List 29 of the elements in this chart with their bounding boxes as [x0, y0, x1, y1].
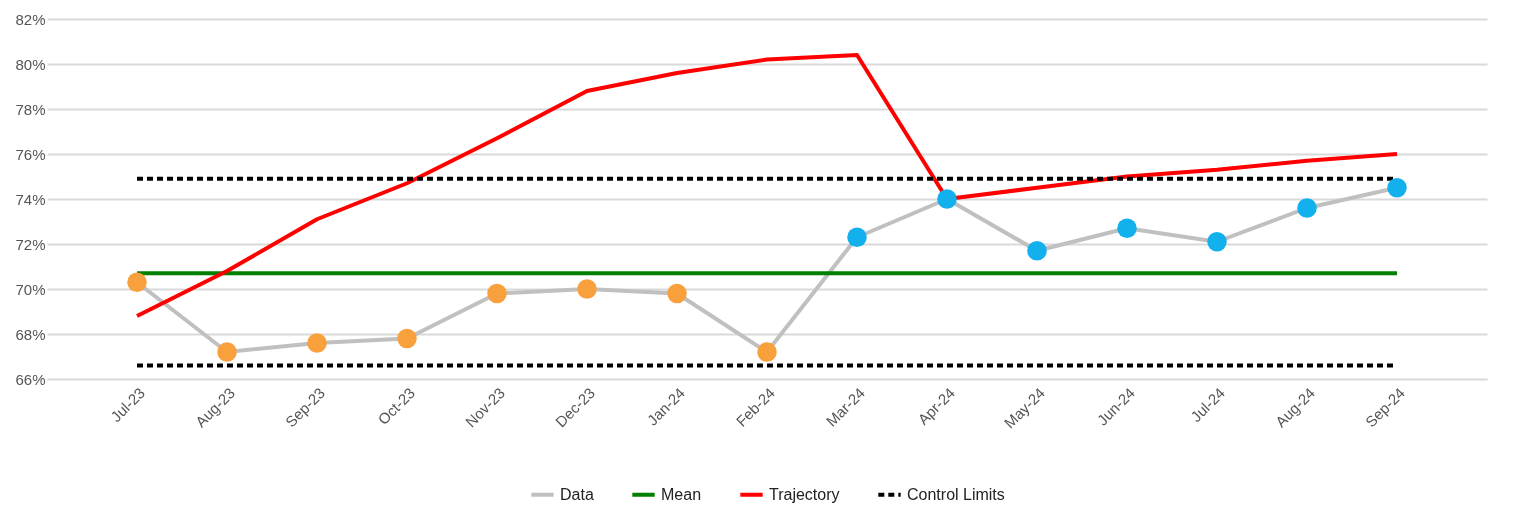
y-tick-label: 80% — [15, 55, 46, 73]
point — [397, 328, 417, 349]
point — [757, 342, 777, 362]
y-tick-label: 74% — [15, 190, 46, 208]
point — [1027, 241, 1047, 261]
y-tick-label: 70% — [15, 280, 46, 298]
y-tick-label: 68% — [15, 325, 46, 343]
point — [1117, 218, 1137, 238]
point — [487, 283, 507, 304]
point — [1207, 232, 1227, 252]
point — [307, 333, 327, 353]
line-series — [135, 53, 1399, 318]
y-tick-label: 76% — [15, 145, 46, 163]
point — [937, 189, 957, 209]
legend-label: Mean — [661, 485, 702, 503]
point — [1297, 198, 1317, 218]
y-tick-label: 78% — [15, 100, 46, 118]
legend-label: Trajectory — [769, 485, 840, 503]
point — [847, 227, 867, 247]
point — [577, 279, 597, 299]
y-tick-label: 66% — [15, 370, 46, 388]
y-tick-label: 72% — [15, 235, 46, 253]
y-tick-label: 82% — [15, 10, 46, 28]
point — [1387, 178, 1407, 198]
point — [217, 342, 237, 362]
legend-label: Data — [560, 485, 594, 503]
point — [667, 283, 687, 304]
legend-label: Control Limits — [907, 485, 1005, 503]
point — [127, 272, 147, 292]
